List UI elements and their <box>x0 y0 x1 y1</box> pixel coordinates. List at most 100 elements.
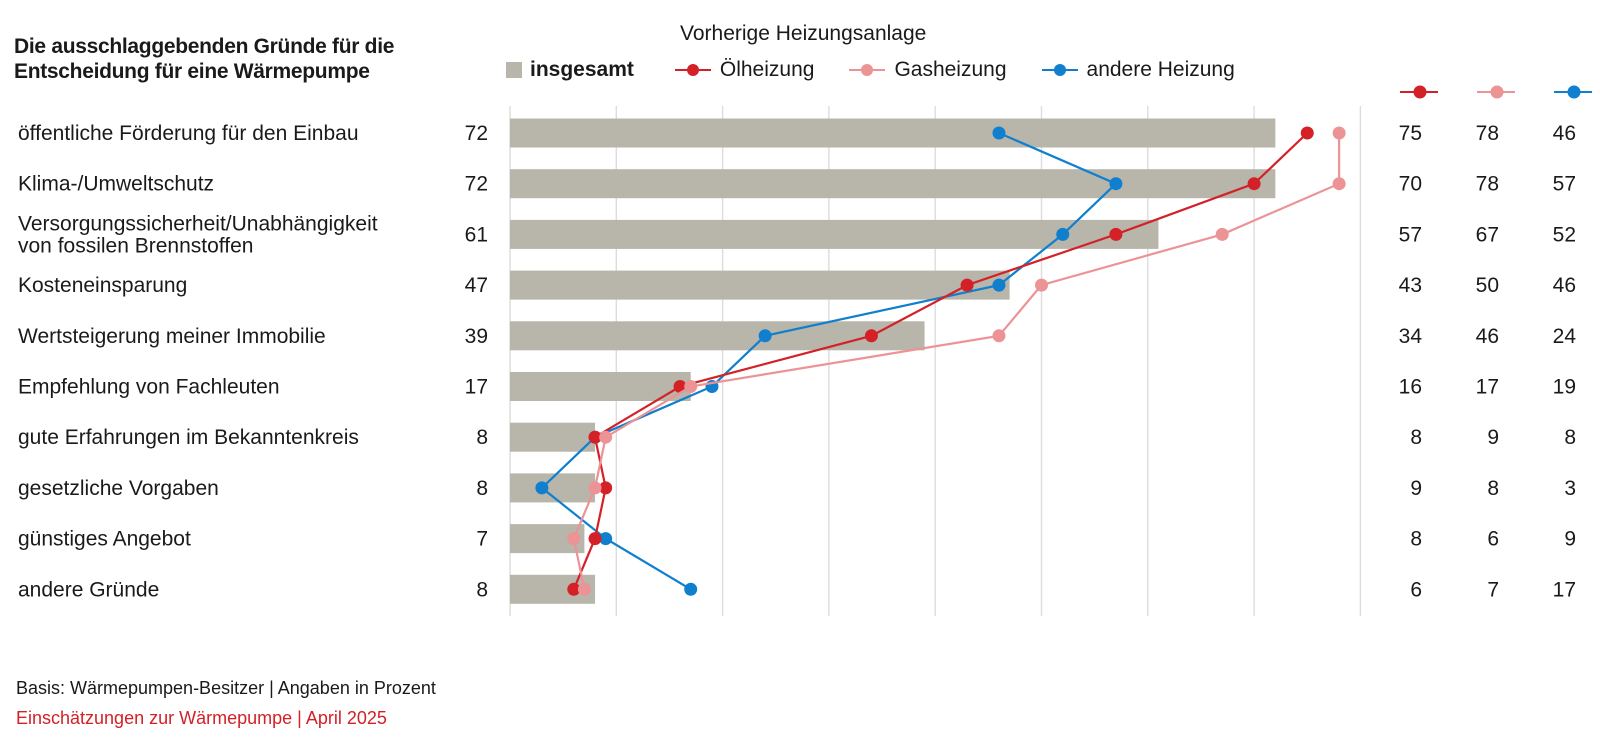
table-value-olheizung-2: 57 <box>1399 223 1422 246</box>
table-value-andere-heizung-3: 46 <box>1553 274 1576 297</box>
table-value-gasheizung-5: 17 <box>1476 376 1499 399</box>
total-value-label-3: 47 <box>465 274 488 297</box>
category-label-7: gesetzliche Vorgaben <box>18 477 219 500</box>
column-marker-andere-heizung <box>1567 85 1581 99</box>
point-andere-heizung-9 <box>684 582 698 596</box>
category-label-1: Klima-/Umweltschutz <box>18 173 214 196</box>
footer-source: Einschätzungen zur Wärmepumpe | April 20… <box>16 708 387 728</box>
point-gasheizung-1 <box>1332 177 1346 191</box>
total-value-label-0: 72 <box>465 122 488 145</box>
table-value-gasheizung-9: 7 <box>1487 578 1499 601</box>
table-value-olheizung-5: 16 <box>1399 376 1422 399</box>
table-value-gasheizung-8: 6 <box>1487 528 1499 551</box>
point-olheizung-7 <box>599 481 613 495</box>
series-line-olheizung <box>572 132 1309 590</box>
point-gasheizung-7 <box>588 481 602 495</box>
table-value-andere-heizung-9: 17 <box>1553 578 1576 601</box>
table-value-gasheizung-4: 46 <box>1476 325 1499 348</box>
legend: insgesamt Ölheizung Gasheizung andere He… <box>506 57 1269 83</box>
point-gasheizung-3 <box>1035 278 1048 292</box>
table-value-olheizung-3: 43 <box>1399 274 1422 297</box>
column-marker-olheizung <box>1413 85 1427 99</box>
point-andere-heizung-0 <box>992 126 1006 140</box>
legend-marker-andere-heizung <box>1041 64 1078 76</box>
legend-label-andere-heizung: andere Heizung <box>1086 58 1235 81</box>
category-label-4: Wertsteigerung meiner Immobilie <box>18 325 326 348</box>
bar-insgesamt-0 <box>510 118 1276 148</box>
point-andere-heizung-7 <box>535 481 549 495</box>
legend-item-andere-heizung: andere Heizung <box>1041 58 1235 82</box>
table-value-andere-heizung-7: 3 <box>1564 477 1576 500</box>
legend-label-insgesamt: insgesamt <box>530 58 634 81</box>
table-value-andere-heizung-6: 8 <box>1564 426 1576 449</box>
bar-insgesamt-5 <box>510 372 691 401</box>
point-gasheizung-5 <box>684 380 698 393</box>
bar-insgesamt-1 <box>510 169 1276 199</box>
point-gasheizung-8 <box>567 532 581 546</box>
point-andere-heizung-8 <box>599 532 613 546</box>
category-label-0: öffentliche Förderung für den Einbau <box>18 122 359 145</box>
legend-item-gasheizung: Gasheizung <box>848 58 1007 82</box>
chart-plot: öffentliche Förderung für den Einbau 72 Kl… <box>18 85 1592 616</box>
total-value-label-7: 8 <box>476 477 488 500</box>
legend-item-insgesamt: insgesamt <box>506 58 634 82</box>
category-label-2-line-1: Versorgungssicherheit/Unabhängigkeit <box>18 212 378 235</box>
point-gasheizung-6 <box>599 430 613 444</box>
table-value-gasheizung-3: 50 <box>1476 274 1499 297</box>
category-label-6: gute Erfahrungen im Bekanntenkreis <box>18 426 359 449</box>
bar-insgesamt-3 <box>510 270 1010 300</box>
table-value-andere-heizung-5: 19 <box>1553 376 1576 399</box>
legend-marker-oelheizung <box>674 64 711 76</box>
table-value-andere-heizung-4: 24 <box>1553 325 1577 348</box>
point-olheizung-8 <box>588 532 602 546</box>
point-olheizung-0 <box>1300 126 1314 140</box>
point-andere-heizung-4 <box>758 329 772 343</box>
point-olheizung-4 <box>864 329 878 343</box>
bar-insgesamt-4 <box>510 321 925 351</box>
series-line-andere-heizung <box>540 131 1118 591</box>
point-olheizung-6 <box>588 430 602 444</box>
table-value-olheizung-1: 70 <box>1399 173 1422 196</box>
point-gasheizung-0 <box>1332 126 1346 140</box>
bar-insgesamt-6 <box>510 422 596 452</box>
table-value-andere-heizung-8: 9 <box>1564 528 1576 551</box>
total-value-label-6: 8 <box>476 426 488 449</box>
category-label-2-line-2: von fossilen Brennstoffen <box>18 234 253 257</box>
table-value-gasheizung-7: 8 <box>1487 477 1499 500</box>
table-value-gasheizung-1: 78 <box>1476 173 1499 196</box>
table-value-olheizung-7: 9 <box>1410 477 1422 500</box>
series-line-gasheizung <box>572 133 1341 590</box>
total-value-label-1: 72 <box>465 173 488 196</box>
category-label-9: andere Gründe <box>18 578 159 601</box>
point-gasheizung-4 <box>992 329 1006 343</box>
point-olheizung-1 <box>1247 177 1261 191</box>
table-value-andere-heizung-0: 46 <box>1553 122 1576 145</box>
total-value-label-9: 8 <box>476 578 488 601</box>
table-value-gasheizung-0: 78 <box>1476 122 1499 145</box>
legend-heading: Vorherige Heizungsanlage <box>680 22 927 45</box>
chart-title: Die ausschlaggebenden Gründe für die Ent… <box>14 35 395 83</box>
legend-item-oelheizung: Ölheizung <box>674 58 815 82</box>
footer-basis: Basis: Wärmepumpen-Besitzer | Angaben in… <box>16 678 436 698</box>
total-value-label-5: 17 <box>465 376 488 399</box>
table-value-gasheizung-2: 67 <box>1476 223 1499 246</box>
point-gasheizung-2 <box>1215 227 1229 241</box>
legend-marker-gasheizung <box>849 64 886 76</box>
table-value-gasheizung-6: 9 <box>1487 426 1499 449</box>
point-gasheizung-9 <box>577 582 591 596</box>
total-value-label-2: 61 <box>465 223 488 246</box>
point-andere-heizung-1 <box>1109 177 1123 191</box>
total-value-label-4: 39 <box>465 325 488 348</box>
point-olheizung-2 <box>1109 227 1123 241</box>
point-olheizung-3 <box>960 278 974 292</box>
table-value-andere-heizung-2: 52 <box>1553 223 1576 246</box>
category-label-3: Kosteneinsparung <box>18 274 187 297</box>
legend-label-oelheizung: Ölheizung <box>719 58 815 81</box>
category-label-5: Empfehlung von Fachleuten <box>18 376 280 399</box>
table-value-olheizung-0: 75 <box>1399 122 1422 145</box>
point-olheizung-9 <box>567 582 581 596</box>
category-label-8: günstiges Angebot <box>18 528 191 551</box>
legend-swatch-insgesamt <box>506 62 522 78</box>
table-value-olheizung-9: 6 <box>1410 578 1422 601</box>
point-andere-heizung-3 <box>992 278 1006 292</box>
